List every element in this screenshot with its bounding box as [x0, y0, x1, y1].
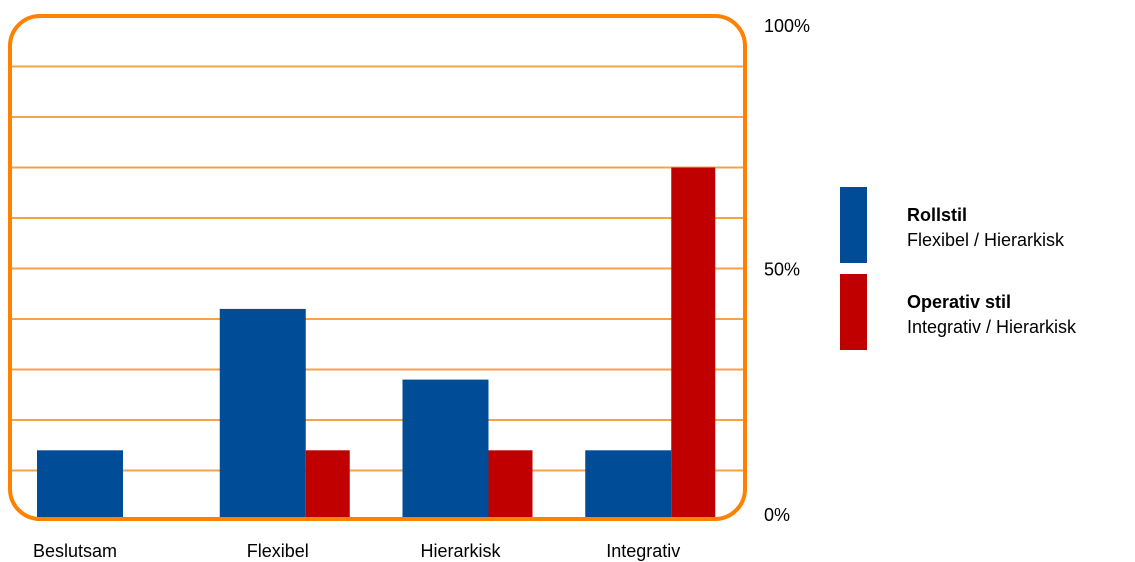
bars	[37, 167, 716, 521]
x-tick-label: Beslutsam	[33, 541, 117, 561]
y-tick-label: 50%	[764, 260, 800, 280]
legend-label: Operativ stil	[907, 292, 1012, 312]
bar-rollstil-integrativ	[585, 450, 672, 521]
x-tick-label: Integrativ	[606, 541, 680, 561]
legend-label: Rollstil	[907, 205, 968, 225]
y-tick-label: 100%	[764, 16, 810, 36]
legend-subtitle: Integrativ / Hierarkisk	[907, 317, 1077, 337]
gridlines	[12, 65, 743, 472]
bar-rollstil-hierarkisk	[402, 379, 489, 521]
bar-rollstil-beslutsam	[37, 450, 123, 521]
plot-frame	[8, 14, 747, 521]
bar-operativ-stil-integrativ	[671, 167, 716, 521]
legend-subtitle: Flexibel / Hierarkisk	[907, 230, 1065, 250]
bar-operativ-stil-flexibel	[305, 450, 350, 521]
legend-swatch-operativ-stil	[840, 274, 867, 350]
y-tick-label: 0%	[764, 505, 790, 525]
legend-swatch-rollstil	[840, 187, 867, 263]
x-tick-label: Hierarkisk	[420, 541, 501, 561]
y-axis-tick-labels: 100% 50% 0%	[764, 16, 810, 525]
x-axis-tick-labels: Beslutsam Flexibel Hierarkisk Integrativ	[33, 541, 680, 561]
x-tick-label: Flexibel	[247, 541, 309, 561]
bar-operativ-stil-hierarkisk	[488, 450, 533, 521]
bar-rollstil-flexibel	[219, 308, 306, 521]
